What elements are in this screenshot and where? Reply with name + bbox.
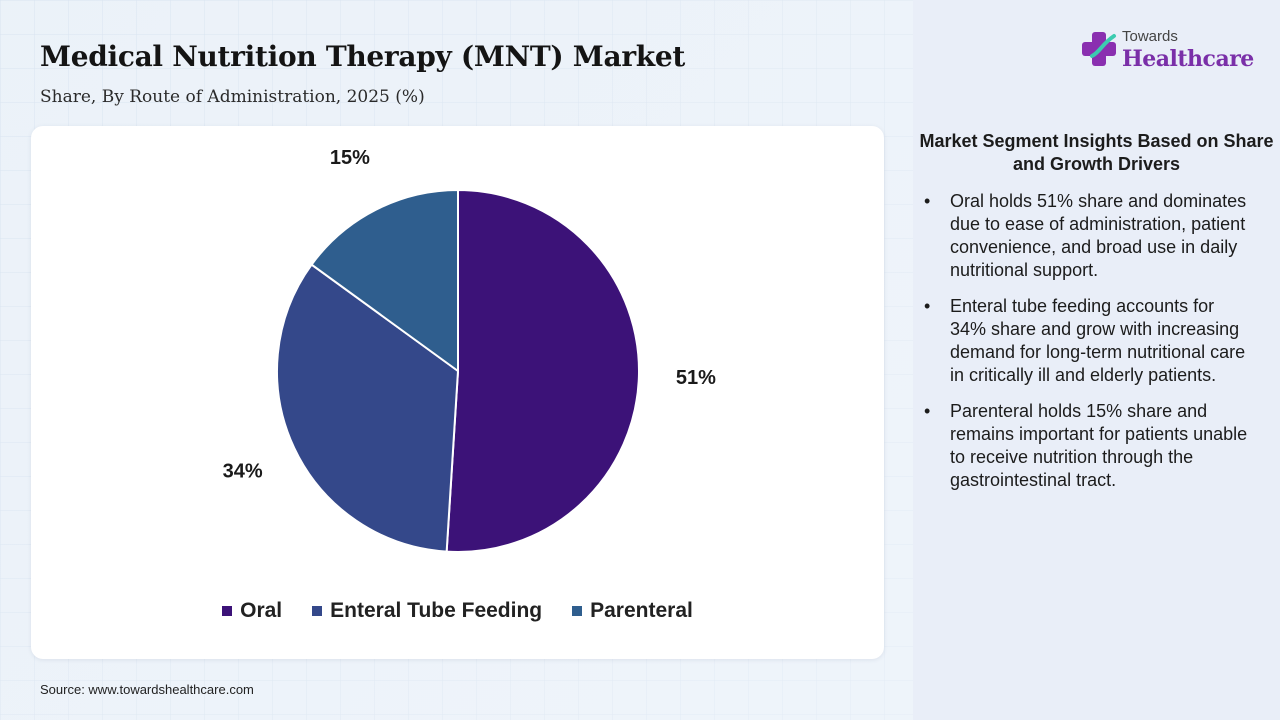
data-label-oral: 51% bbox=[676, 367, 716, 389]
insight-item-parenteral: Parenteral holds 15% share and remains i… bbox=[924, 400, 1254, 492]
legend-item-parenteral: Parenteral bbox=[572, 599, 693, 623]
data-label-parenteral: 15% bbox=[330, 147, 370, 169]
legend-label-oral: Oral bbox=[240, 599, 283, 622]
legend-swatch-enteral bbox=[312, 606, 323, 616]
legend-swatch-parenteral bbox=[572, 606, 583, 616]
insights-heading: Market Segment Insights Based on Share a… bbox=[919, 131, 1274, 174]
brand-logo: Towards Healthcare bbox=[1080, 26, 1260, 78]
logo-text-healthcare: Healthcare bbox=[1122, 46, 1254, 72]
chart-card: 51% 34% 15% Oral Enteral Tube Feeding Pare… bbox=[31, 126, 884, 659]
chart-legend: Oral Enteral Tube Feeding Parenteral bbox=[31, 599, 884, 623]
page-subtitle: Share, By Route of Administration, 2025 … bbox=[40, 87, 425, 107]
pie-slice-enteral-tube-feeding bbox=[276, 263, 460, 553]
logo-text-towards: Towards bbox=[1122, 28, 1178, 45]
legend-item-enteral: Enteral Tube Feeding bbox=[312, 599, 542, 623]
medical-cross-logo-icon bbox=[1082, 32, 1116, 66]
insights-list: Oral holds 51% share and dominates due t… bbox=[924, 190, 1254, 505]
insight-item-enteral: Enteral tube feeding accounts for 34% sh… bbox=[924, 295, 1254, 387]
source-note: Source: www.towardshealthcare.com bbox=[40, 682, 254, 697]
legend-label-enteral: Enteral Tube Feeding bbox=[330, 599, 543, 622]
page-title: Medical Nutrition Therapy (MNT) Market bbox=[40, 40, 686, 73]
data-label-enteral-tube-feeding: 34% bbox=[223, 461, 263, 483]
insight-item-oral: Oral holds 51% share and dominates due t… bbox=[924, 190, 1254, 282]
legend-item-oral: Oral bbox=[222, 599, 282, 623]
legend-swatch-oral bbox=[222, 606, 233, 616]
pie-slice-parenteral bbox=[310, 188, 459, 373]
pie-slice-oral bbox=[445, 188, 640, 553]
pie-chart: 51% 34% 15% bbox=[223, 147, 716, 553]
legend-label-parenteral: Parenteral bbox=[590, 599, 693, 622]
